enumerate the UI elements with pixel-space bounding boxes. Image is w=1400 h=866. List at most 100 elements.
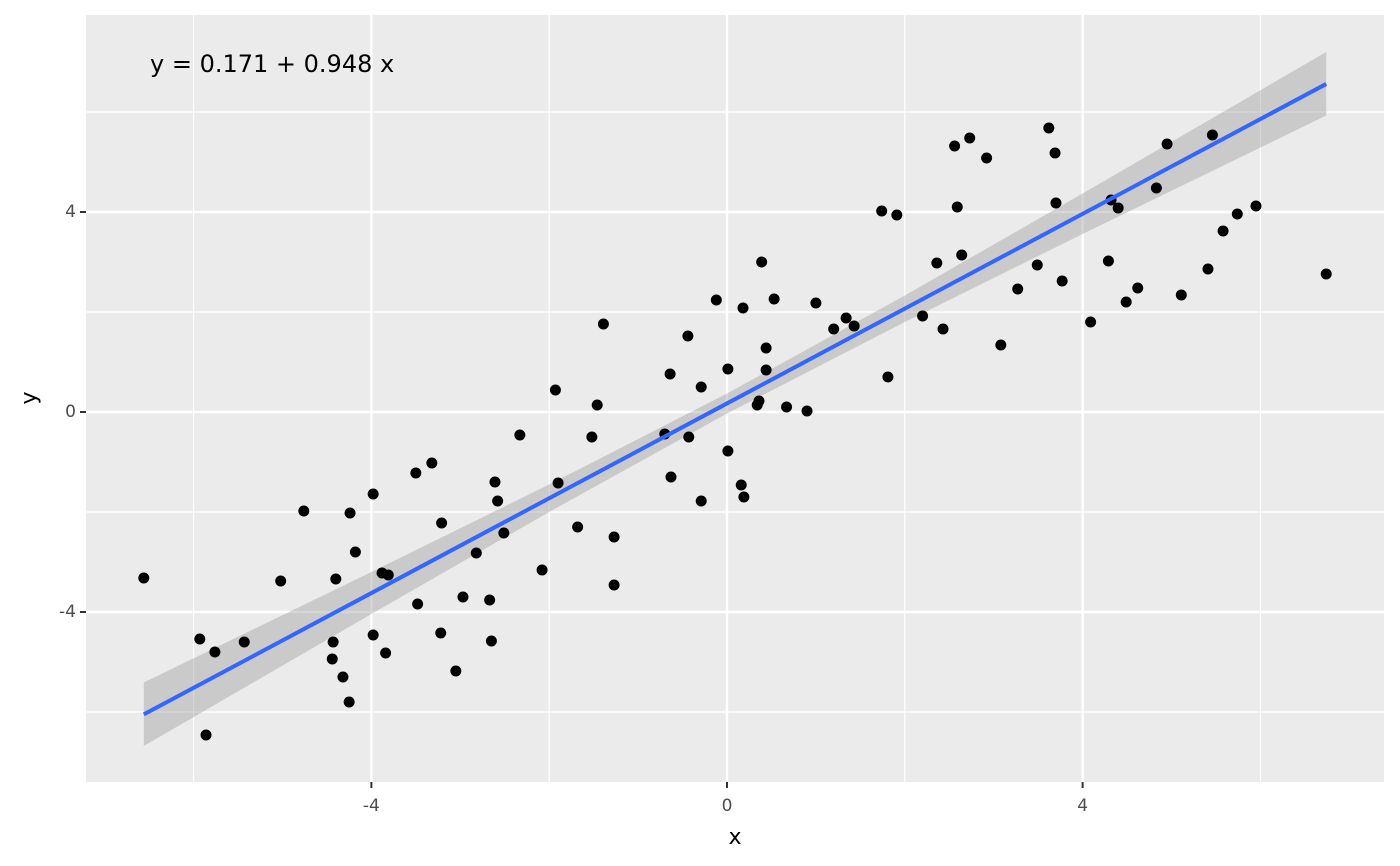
point — [485, 635, 497, 647]
point — [1043, 122, 1055, 134]
point — [828, 323, 840, 335]
point — [1012, 283, 1024, 295]
point — [194, 633, 206, 645]
point — [1206, 129, 1218, 141]
point — [760, 342, 772, 354]
point — [964, 132, 976, 144]
point — [367, 488, 379, 500]
point — [710, 294, 722, 306]
point — [768, 293, 780, 305]
point — [1031, 259, 1043, 271]
point — [457, 591, 469, 603]
point — [489, 476, 501, 488]
point — [349, 546, 361, 558]
point — [738, 491, 750, 503]
point — [200, 729, 212, 741]
point — [781, 401, 793, 413]
point — [1217, 225, 1229, 237]
point — [664, 368, 676, 380]
point — [848, 320, 860, 332]
point — [735, 479, 747, 491]
point — [1049, 147, 1061, 159]
y-tick-label: 0 — [65, 402, 76, 422]
point — [722, 445, 734, 457]
point — [695, 495, 707, 507]
point — [891, 209, 903, 221]
fit-line — [142, 82, 1328, 717]
annotation: y = 0.171 + 0.948 x — [150, 50, 394, 78]
point — [917, 310, 929, 322]
point — [1112, 202, 1124, 214]
y-tick-label: 4 — [65, 202, 76, 222]
point — [760, 364, 772, 376]
point — [330, 573, 342, 585]
point — [138, 572, 150, 584]
point — [591, 399, 603, 411]
point — [435, 627, 447, 639]
point — [1120, 296, 1132, 308]
point — [514, 429, 526, 441]
point — [1050, 197, 1062, 209]
x-tick-label: 0 — [722, 796, 733, 816]
point — [484, 594, 496, 606]
point — [412, 598, 424, 610]
point — [450, 665, 462, 677]
point — [995, 339, 1007, 351]
y-axis-title: y — [17, 391, 42, 404]
point — [665, 471, 677, 483]
point — [492, 495, 504, 507]
point — [1161, 138, 1173, 150]
x-axis-title: x — [728, 825, 741, 850]
point — [470, 547, 482, 559]
point — [722, 363, 734, 375]
point — [949, 140, 961, 152]
point — [1250, 200, 1262, 212]
point — [209, 646, 221, 658]
point — [876, 205, 888, 217]
point — [498, 527, 510, 539]
point — [956, 249, 968, 261]
point — [426, 457, 438, 469]
point — [337, 671, 349, 683]
point — [343, 696, 355, 708]
point — [327, 636, 339, 648]
point — [552, 477, 564, 489]
point — [597, 318, 609, 330]
point — [326, 653, 338, 665]
point — [931, 257, 943, 269]
point — [810, 297, 822, 309]
point — [536, 564, 548, 576]
x-tick-label: -4 — [363, 796, 380, 816]
point — [1132, 282, 1144, 294]
point — [586, 431, 598, 443]
point — [937, 323, 949, 335]
point — [756, 256, 768, 268]
point — [382, 569, 394, 581]
point — [410, 467, 422, 479]
point — [1231, 208, 1243, 220]
point — [298, 505, 310, 517]
point — [753, 395, 765, 407]
point — [840, 312, 852, 324]
point — [1056, 275, 1068, 287]
marks — [138, 52, 1332, 746]
x-tick-label: 4 — [1077, 796, 1088, 816]
point — [367, 629, 379, 641]
point — [682, 330, 694, 342]
point — [275, 575, 287, 587]
point — [344, 507, 356, 519]
point — [572, 521, 584, 533]
point — [608, 531, 620, 543]
point — [737, 302, 749, 314]
point — [1202, 263, 1214, 275]
point — [608, 579, 620, 591]
point — [951, 201, 963, 213]
point — [1175, 289, 1187, 301]
point — [436, 517, 448, 529]
point — [380, 647, 392, 659]
point — [683, 431, 695, 443]
point — [1085, 316, 1097, 328]
grid — [86, 15, 1384, 782]
point — [1150, 182, 1162, 194]
